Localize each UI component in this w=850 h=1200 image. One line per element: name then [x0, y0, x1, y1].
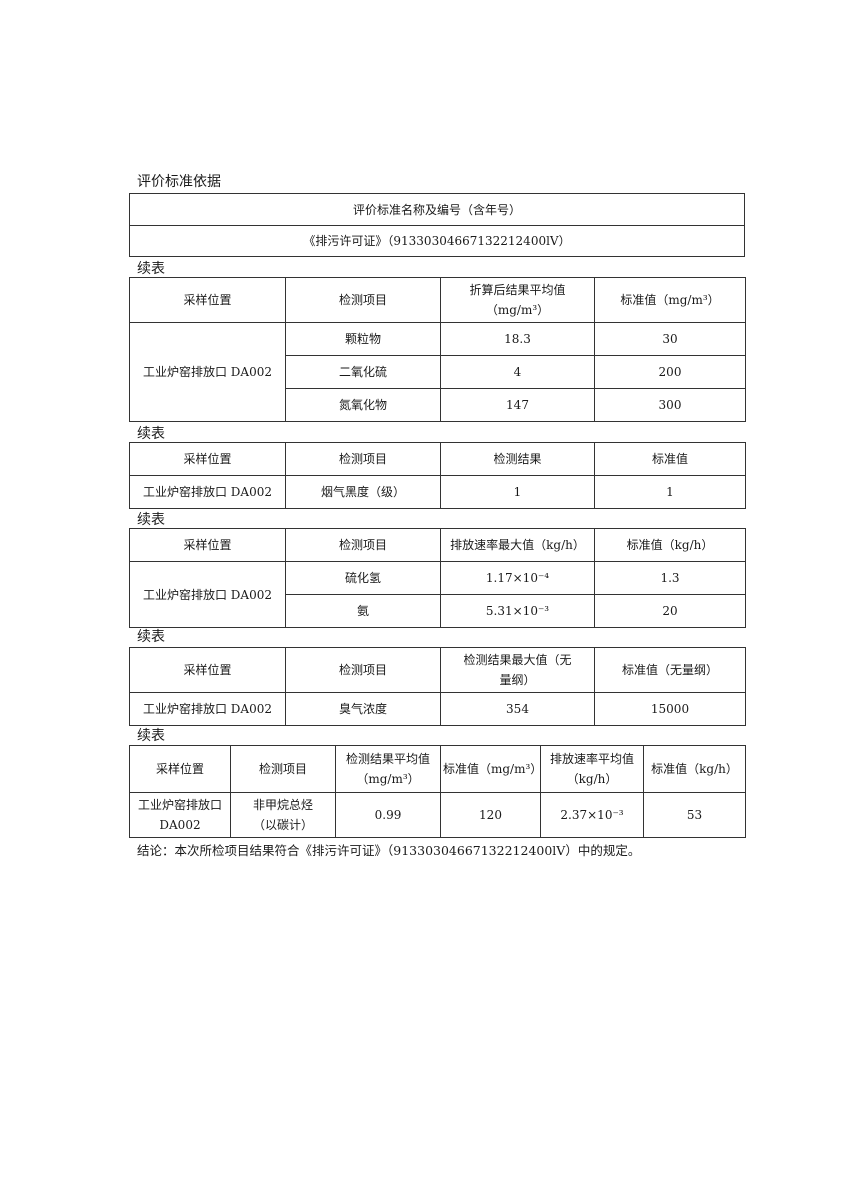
result-cell: 5.31×10⁻³ [440, 594, 595, 628]
header-cell: 排放速率平均值（kg/h） [540, 745, 644, 793]
header-cell: 标准值（mg/m³） [594, 277, 746, 323]
continued-label: 续表 [137, 512, 165, 528]
header-cell: 采样位置 [129, 745, 231, 793]
header-cell: 检测项目 [285, 647, 441, 693]
basis-header: 评价标准名称及编号（含年号） [129, 193, 745, 226]
result-cell: 354 [440, 692, 595, 726]
standard-cell: 200 [594, 355, 746, 389]
header-cell: 检测项目 [285, 277, 441, 323]
header-cell: 采样位置 [129, 528, 286, 562]
header-cell: 排放速率最大值（kg/h） [440, 528, 595, 562]
result-cell: 1 [440, 475, 595, 509]
standard-cell: 120 [440, 792, 541, 838]
location-cell: 工业炉窑排放口 DA002 [129, 322, 286, 422]
standard-cell: 1.3 [594, 561, 746, 595]
result-cell: 18.3 [440, 322, 595, 356]
item-cell: 烟气黑度（级） [285, 475, 441, 509]
continued-label: 续表 [137, 728, 165, 744]
pollutants-table: 采样位置 检测项目 折算后结果平均值（mg/m³） 标准值（mg/m³） 工业炉… [129, 277, 746, 422]
result-cell: 1.17×10⁻⁴ [440, 561, 595, 595]
basis-caption: 评价标准依据 [137, 174, 221, 190]
header-cell: 检测项目 [230, 745, 336, 793]
item-cell: 非甲烷总烃（以碳计） [230, 792, 336, 838]
result-cell: 147 [440, 388, 595, 422]
standard-cell: 20 [594, 594, 746, 628]
standard-cell: 15000 [594, 692, 746, 726]
item-cell: 硫化氢 [285, 561, 441, 595]
nmhc-table: 采样位置 检测项目 检测结果平均值（mg/m³） 标准值（mg/m³） 排放速率… [129, 745, 746, 838]
header-cell: 检测结果平均值（mg/m³） [335, 745, 441, 793]
location-cell: 工业炉窑排放口 DA002 [129, 792, 231, 838]
header-cell: 折算后结果平均值（mg/m³） [440, 277, 595, 323]
basis-value: 《排污许可证》（91330304667132212400lV） [129, 225, 745, 257]
result-cell: 4 [440, 355, 595, 389]
item-cell: 氨 [285, 594, 441, 628]
item-cell: 臭气浓度 [285, 692, 441, 726]
header-cell: 检测结果 [440, 442, 595, 476]
header-cell: 检测结果最大值（无量纲） [440, 647, 595, 693]
header-cell: 标准值（kg/h） [643, 745, 746, 793]
item-cell: 二氧化硫 [285, 355, 441, 389]
conclusion: 结论：本次所检项目结果符合《排污许可证》（9133030466713221240… [137, 843, 641, 858]
odor-table: 采样位置 检测项目 检测结果最大值（无量纲） 标准值（无量纲） 工业炉窑排放口 … [129, 647, 746, 726]
standard-cell: 30 [594, 322, 746, 356]
header-cell: 标准值（kg/h） [594, 528, 746, 562]
rate-cell: 2.37×10⁻³ [540, 792, 644, 838]
rate-standard-cell: 53 [643, 792, 746, 838]
location-cell: 工业炉窑排放口 DA002 [129, 561, 286, 628]
location-cell: 工业炉窑排放口 DA002 [129, 475, 286, 509]
smoke-table: 采样位置 检测项目 检测结果 标准值 工业炉窑排放口 DA002 烟气黑度（级）… [129, 442, 746, 509]
header-cell: 标准值（无量纲） [594, 647, 746, 693]
continued-label: 续表 [137, 426, 165, 442]
standard-cell: 300 [594, 388, 746, 422]
basis-table: 评价标准名称及编号（含年号） 《排污许可证》（91330304667132212… [129, 193, 745, 257]
continued-label: 续表 [137, 261, 165, 277]
result-cell: 0.99 [335, 792, 441, 838]
header-cell: 采样位置 [129, 442, 286, 476]
item-cell: 颗粒物 [285, 322, 441, 356]
header-cell: 标准值（mg/m³） [440, 745, 542, 793]
header-cell: 采样位置 [129, 277, 286, 323]
header-cell: 标准值 [594, 442, 746, 476]
header-cell: 检测项目 [285, 442, 441, 476]
rate-table: 采样位置 检测项目 排放速率最大值（kg/h） 标准值（kg/h） 工业炉窑排放… [129, 528, 746, 628]
location-cell: 工业炉窑排放口 DA002 [129, 692, 286, 726]
item-cell: 氮氧化物 [285, 388, 441, 422]
header-cell: 采样位置 [129, 647, 286, 693]
continued-label: 续表 [137, 629, 165, 645]
header-cell: 检测项目 [285, 528, 441, 562]
standard-cell: 1 [594, 475, 746, 509]
